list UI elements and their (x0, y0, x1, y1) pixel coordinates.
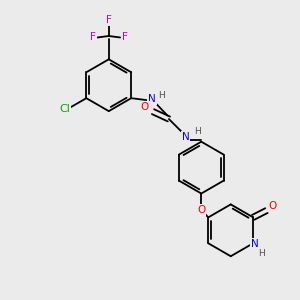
Text: O: O (269, 201, 277, 211)
Text: H: H (258, 249, 265, 258)
Text: N: N (148, 94, 156, 104)
Text: H: H (158, 91, 165, 100)
Text: N: N (251, 239, 259, 249)
Text: Cl: Cl (59, 104, 70, 114)
Text: F: F (122, 32, 128, 43)
Text: N: N (182, 132, 190, 142)
Text: F: F (90, 32, 96, 43)
Text: O: O (197, 205, 206, 215)
Text: H: H (194, 127, 201, 136)
Text: F: F (106, 15, 112, 25)
Text: O: O (141, 102, 149, 112)
